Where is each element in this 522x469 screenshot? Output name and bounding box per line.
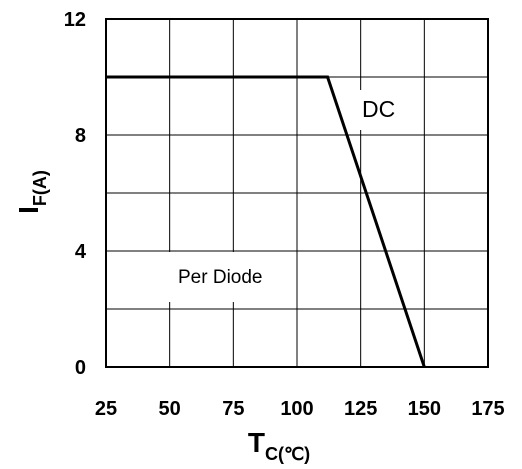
x-tick-label: 100 [280,398,313,420]
x-tick-label: 175 [471,398,504,420]
per-diode-label: Per Diode [178,267,263,288]
x-tick-label: 75 [222,398,244,420]
x-axis-label-sub: C(℃) [265,444,310,464]
y-axis-label-main: I [13,206,44,214]
x-tick-label: 125 [344,398,377,420]
y-tick-label: 0 [75,357,86,379]
y-axis-label-sub: F(A) [30,170,50,206]
x-tick-label: 50 [159,398,181,420]
y-tick-label: 4 [75,241,87,263]
y-axis-label: IF(A) [13,170,50,214]
series-layer [106,75,426,368]
x-tick-label: 25 [95,398,117,420]
x-axis-label: TC(℃) [248,427,310,464]
x-tick-labels: 25 50 75 100 125 150 175 [95,398,505,420]
y-tick-labels: 0 4 8 12 [64,9,87,379]
x-tick-label: 150 [408,398,441,420]
y-tick-label: 12 [64,9,86,31]
y-tick-label: 8 [75,125,86,147]
dc-label-background [356,90,414,130]
derating-curve [106,75,426,368]
dc-label: DC [362,96,395,122]
x-axis-label-main: T [248,427,265,458]
per-diode-label-background [154,252,296,302]
plot-frame [105,18,489,368]
